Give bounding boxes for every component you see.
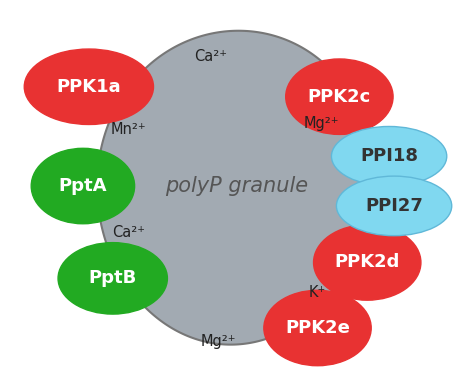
Ellipse shape [58,243,167,314]
Text: PptA: PptA [59,177,107,195]
Text: PPK1a: PPK1a [56,78,121,96]
Text: Mn²⁺: Mn²⁺ [111,122,146,137]
Ellipse shape [286,59,393,134]
Text: PPI18: PPI18 [360,147,418,165]
Polygon shape [97,31,372,345]
Text: Mg²⁺: Mg²⁺ [304,116,339,131]
Ellipse shape [337,176,452,236]
Ellipse shape [264,290,371,366]
Text: K⁺: K⁺ [309,285,326,300]
Text: Ca²⁺: Ca²⁺ [112,225,145,240]
Ellipse shape [31,148,135,224]
Ellipse shape [313,225,421,300]
Text: PptB: PptB [89,269,137,287]
Ellipse shape [24,49,154,125]
Text: Mg²⁺: Mg²⁺ [201,335,236,349]
Text: PPI27: PPI27 [365,197,423,215]
Ellipse shape [331,126,447,186]
Text: PPK2d: PPK2d [335,253,400,272]
Text: PPK2e: PPK2e [285,319,350,337]
Text: PPK2c: PPK2c [308,88,371,106]
Text: polyP granule: polyP granule [165,176,309,196]
Text: Ca²⁺: Ca²⁺ [194,50,227,64]
